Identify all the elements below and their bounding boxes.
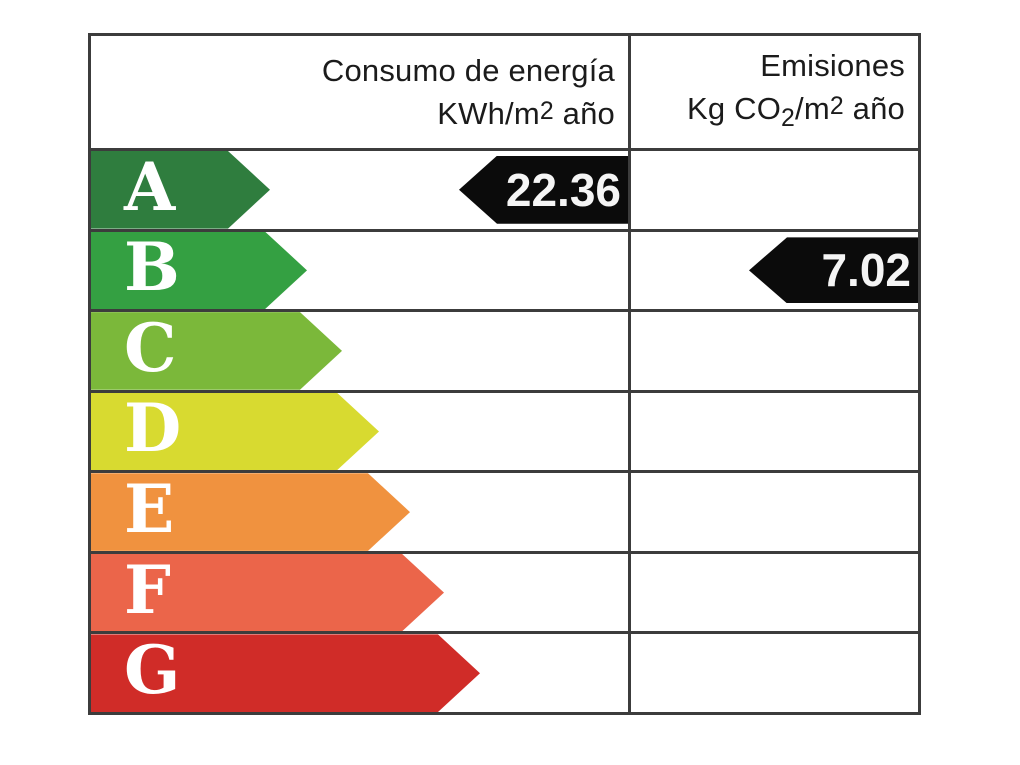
rating-row-d-consumption: D (91, 389, 631, 471)
rating-letter-g: G (124, 631, 181, 710)
rating-arrow-d: D (91, 389, 379, 471)
rating-letter-c: C (124, 308, 177, 387)
rating-letter-d: D (124, 389, 182, 468)
consumption-header: Consumo de energía KWh/m2 año (91, 36, 631, 148)
rating-row-g-emissions (631, 631, 918, 712)
rating-row-b-emissions: 7.02 (631, 228, 918, 310)
rating-row-f-consumption: F (91, 550, 631, 632)
rating-arrow-f: F (91, 550, 444, 632)
emissions-value: 7.02 (821, 244, 911, 297)
consumption-unit-prefix: KWh/m (437, 96, 540, 131)
consumption-title: Consumo de energía (321, 53, 615, 88)
rating-row-g-consumption: G (91, 631, 631, 712)
rating-row-e-emissions (631, 470, 918, 551)
consumption-unit: KWh/m2 año (437, 91, 615, 134)
emissions-unit-subscript: 2 (781, 105, 796, 132)
rating-arrow-b: B (91, 228, 307, 310)
emissions-unit-prefix: Kg CO (686, 91, 782, 126)
emissions-value-marker: 7.02 (749, 237, 918, 304)
rating-letter-b: B (124, 228, 180, 307)
emissions-unit-exponent: 2 (829, 93, 844, 120)
rating-row-b-consumption: B (91, 228, 631, 310)
rating-row-a-consumption: A 22.36 (91, 148, 631, 229)
rating-row-e-consumption: E (91, 470, 631, 551)
rating-row-a-emissions (631, 148, 918, 229)
emissions-unit-suffix: año (843, 91, 905, 126)
rating-row-c-emissions (631, 309, 918, 390)
rating-letter-a: A (124, 147, 176, 226)
rating-arrow-e: E (91, 473, 410, 551)
rating-arrow-a: A (91, 151, 270, 229)
consumption-unit-exponent: 2 (539, 98, 554, 125)
consumption-value-marker: 22.36 (459, 155, 628, 224)
rating-row-f-emissions (631, 550, 918, 632)
rating-row-c-consumption: C (91, 309, 631, 390)
emissions-unit: Kg CO2/m2 año (687, 86, 905, 139)
energy-certificate-table: Consumo de energía KWh/m2 año Emisiones … (88, 33, 921, 715)
rating-letter-f: F (124, 550, 171, 629)
rating-arrow-g: G (91, 634, 480, 712)
emissions-title: Emisiones (760, 48, 905, 83)
rating-letter-e: E (124, 470, 175, 549)
consumption-unit-suffix: año (553, 96, 615, 131)
emissions-unit-mid: /m (795, 91, 830, 126)
consumption-value: 22.36 (505, 163, 621, 216)
rating-arrow-c: C (91, 312, 342, 390)
emissions-header: Emisiones Kg CO2/m2 año (631, 36, 918, 148)
rating-row-d-emissions (631, 389, 918, 471)
